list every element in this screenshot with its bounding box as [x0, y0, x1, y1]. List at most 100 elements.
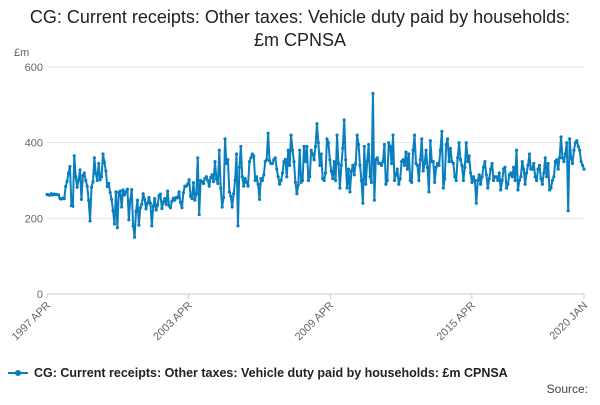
- data-point[interactable]: [341, 146, 345, 150]
- data-point[interactable]: [375, 156, 379, 160]
- data-point[interactable]: [180, 206, 184, 210]
- data-point[interactable]: [467, 154, 471, 158]
- data-point[interactable]: [311, 152, 315, 156]
- data-point[interactable]: [398, 177, 402, 181]
- data-point[interactable]: [352, 173, 356, 177]
- data-point[interactable]: [437, 163, 441, 167]
- data-point[interactable]: [154, 208, 158, 212]
- data-point[interactable]: [537, 163, 542, 167]
- data-point[interactable]: [545, 175, 549, 179]
- data-point[interactable]: [476, 178, 480, 183]
- data-point[interactable]: [349, 169, 353, 173]
- data-point[interactable]: [243, 177, 247, 181]
- data-point[interactable]: [207, 184, 211, 188]
- data-point[interactable]: [542, 171, 546, 175]
- data-point[interactable]: [468, 171, 473, 175]
- data-point[interactable]: [300, 178, 305, 183]
- data-point[interactable]: [526, 163, 530, 167]
- data-point[interactable]: [64, 184, 68, 189]
- data-point[interactable]: [161, 200, 165, 204]
- data-point[interactable]: [387, 141, 391, 145]
- data-point[interactable]: [404, 150, 408, 154]
- data-point[interactable]: [130, 187, 134, 192]
- data-point[interactable]: [336, 161, 341, 166]
- data-point[interactable]: [295, 192, 299, 196]
- data-point[interactable]: [127, 218, 131, 222]
- data-point[interactable]: [582, 167, 586, 171]
- data-point[interactable]: [94, 172, 98, 176]
- data-point[interactable]: [151, 204, 155, 208]
- data-point[interactable]: [155, 203, 160, 207]
- data-point[interactable]: [540, 182, 544, 186]
- data-point[interactable]: [457, 141, 461, 145]
- data-point[interactable]: [101, 152, 105, 156]
- data-point[interactable]: [539, 177, 543, 181]
- data-point[interactable]: [402, 163, 407, 167]
- data-point[interactable]: [144, 207, 148, 211]
- data-point[interactable]: [401, 158, 405, 162]
- data-point[interactable]: [473, 178, 477, 183]
- data-point[interactable]: [487, 177, 491, 181]
- data-point[interactable]: [365, 159, 369, 164]
- data-point[interactable]: [427, 190, 431, 194]
- data-point[interactable]: [572, 148, 576, 152]
- data-point[interactable]: [114, 190, 118, 194]
- data-point[interactable]: [120, 205, 124, 209]
- data-point[interactable]: [549, 186, 553, 190]
- data-point[interactable]: [188, 194, 193, 198]
- data-point[interactable]: [443, 177, 447, 181]
- data-point[interactable]: [124, 190, 128, 194]
- data-point[interactable]: [372, 198, 376, 202]
- data-point[interactable]: [181, 191, 185, 195]
- data-point[interactable]: [575, 139, 579, 143]
- data-point[interactable]: [190, 197, 194, 201]
- data-point[interactable]: [283, 157, 287, 161]
- data-point[interactable]: [292, 159, 296, 164]
- data-point[interactable]: [524, 171, 529, 175]
- data-point[interactable]: [273, 156, 277, 160]
- data-point[interactable]: [480, 175, 484, 179]
- data-point[interactable]: [262, 173, 266, 177]
- data-point[interactable]: [194, 192, 198, 196]
- data-point[interactable]: [253, 178, 257, 183]
- data-point[interactable]: [138, 206, 142, 210]
- data-point[interactable]: [359, 178, 364, 183]
- data-point[interactable]: [519, 175, 523, 179]
- data-point[interactable]: [296, 183, 300, 187]
- data-point[interactable]: [484, 173, 488, 177]
- data-point[interactable]: [563, 152, 567, 156]
- data-point[interactable]: [433, 180, 437, 184]
- data-point[interactable]: [510, 175, 514, 179]
- data-point[interactable]: [95, 178, 99, 183]
- data-point[interactable]: [196, 156, 200, 160]
- data-point[interactable]: [197, 212, 201, 217]
- data-point[interactable]: [368, 175, 372, 179]
- data-point[interactable]: [384, 182, 388, 186]
- data-point[interactable]: [244, 180, 249, 184]
- data-point[interactable]: [99, 175, 104, 179]
- data-point[interactable]: [316, 141, 320, 145]
- data-point[interactable]: [105, 184, 109, 189]
- data-point[interactable]: [513, 178, 517, 183]
- data-point[interactable]: [213, 159, 217, 164]
- data-point[interactable]: [240, 175, 244, 179]
- data-point[interactable]: [530, 167, 534, 171]
- data-point[interactable]: [62, 197, 66, 201]
- data-point[interactable]: [421, 169, 425, 173]
- data-point[interactable]: [489, 167, 493, 171]
- data-point[interactable]: [115, 226, 119, 230]
- data-point[interactable]: [448, 146, 453, 150]
- data-point[interactable]: [286, 148, 290, 152]
- data-point[interactable]: [256, 182, 260, 186]
- data-point[interactable]: [74, 175, 78, 179]
- data-point[interactable]: [227, 190, 231, 194]
- data-point[interactable]: [237, 165, 241, 169]
- data-point[interactable]: [423, 161, 427, 166]
- data-point[interactable]: [412, 133, 417, 137]
- data-point[interactable]: [364, 182, 368, 186]
- data-point[interactable]: [137, 223, 141, 227]
- data-point[interactable]: [97, 161, 101, 166]
- data-point[interactable]: [471, 175, 476, 179]
- data-point[interactable]: [332, 159, 336, 164]
- data-point[interactable]: [68, 164, 72, 169]
